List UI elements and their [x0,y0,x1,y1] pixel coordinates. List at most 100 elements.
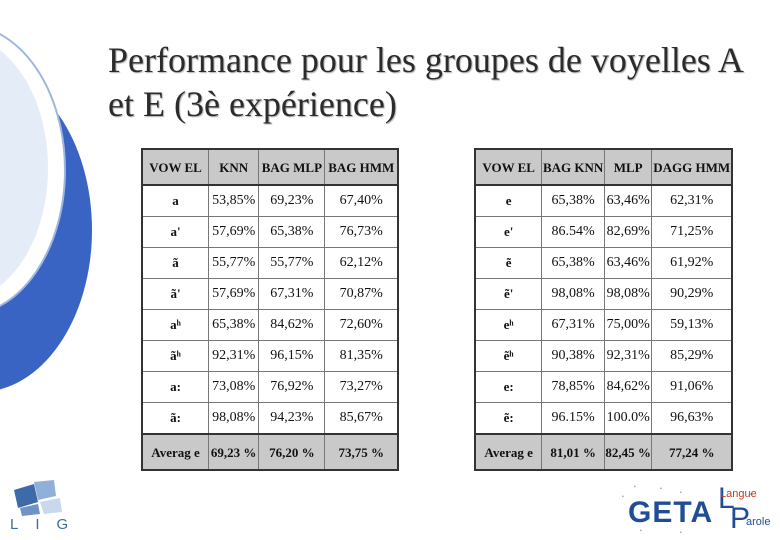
value-cell: 71,25% [651,216,733,248]
average-value: 81,01 % [541,433,605,471]
table-footer-row: Averag e 69,23 % 76,20 % 73,75 % [141,433,399,471]
table-row: ãʰ 92,31% 96,15% 81,35% [141,340,399,372]
value-cell: 57,69% [208,278,260,310]
value-cell: 100.0% [603,402,653,435]
table-row: ã 55,77% 55,77% 62,12% [141,247,399,279]
vowel-cell: e' [474,216,543,248]
value-cell: 76,73% [324,216,399,248]
table-row: e: 78,85% 84,62% 91,06% [474,371,733,403]
value-cell: 67,40% [324,184,399,217]
vowel-cell: e: [474,371,543,403]
column-header: BAG HMM [324,148,399,186]
table-row: ẽ: 96.15% 100.0% 96,63% [474,402,733,435]
value-cell: 55,77% [258,247,326,279]
table-footer-row: Averag e 81,01 % 82,45 % 77,24 % [474,433,733,471]
table-row: a 53,85% 69,23% 67,40% [141,184,399,217]
value-cell: 85,29% [651,340,733,372]
value-cell: 81,35% [324,340,399,372]
value-cell: 65,38% [208,309,260,341]
value-cell: 65,38% [258,216,326,248]
table-row: ã: 98,08% 94,23% 85,67% [141,402,399,435]
vowel-cell: ã' [141,278,210,310]
vowel-cell: a: [141,371,210,403]
vowel-cell: aʰ [141,309,210,341]
parole-label: arole [746,516,771,528]
geta-logo-text: GETA [628,496,714,529]
value-cell: 91,06% [651,371,733,403]
value-cell: 70,87% [324,278,399,310]
value-cell: 98,08% [541,278,605,310]
table-row: ã' 57,69% 67,31% 70,87% [141,278,399,310]
value-cell: 90,29% [651,278,733,310]
value-cell: 82,69% [603,216,653,248]
vowel-cell: e [474,184,543,217]
vowel-cell: ẽʰ [474,340,543,372]
value-cell: 98,08% [208,402,260,435]
value-cell: 75,00% [603,309,653,341]
lp-logo-p: P [730,502,751,535]
geta-lp-logo: • • • • • • • GETA L P Langue arole [622,482,771,536]
vowel-cell: ãʰ [141,340,210,372]
value-cell: 98,08% [603,278,653,310]
value-cell: 94,23% [258,402,326,435]
value-cell: 65,38% [541,247,605,279]
value-cell: 92,31% [603,340,653,372]
value-cell: 78,85% [541,371,605,403]
table-row: e' 86.54% 82,69% 71,25% [474,216,733,248]
value-cell: 62,31% [651,184,733,217]
table-row: ẽʰ 90,38% 92,31% 85,29% [474,340,733,372]
value-cell: 65,38% [541,184,605,217]
average-value: 77,24 % [651,433,733,471]
table-group-e: VOW EL BAG KNN MLP DAGG HMM e 65,38% 63,… [474,148,733,471]
slide-title: Performance pour les groupes de voyelles… [108,40,742,124]
value-cell: 59,13% [651,309,733,341]
value-cell: 69,23% [258,184,326,217]
table-row: ẽ 65,38% 63,46% 61,92% [474,247,733,279]
value-cell: 76,92% [258,371,326,403]
vowel-cell: a' [141,216,210,248]
vowel-cell: ẽ [474,247,543,279]
table-row: a' 57,69% 65,38% 76,73% [141,216,399,248]
average-label: Averag e [141,433,210,471]
vowel-cell: ẽ: [474,402,543,435]
column-header: BAG KNN [541,148,605,186]
vowel-cell: ẽ' [474,278,543,310]
lp-logo-l: L [718,482,735,515]
column-header: MLP [603,148,653,186]
value-cell: 92,31% [208,340,260,372]
value-cell: 63,46% [603,247,653,279]
slide-decoration [0,33,92,390]
value-cell: 96.15% [541,402,605,435]
vowel-cell: ã [141,247,210,279]
value-cell: 61,92% [651,247,733,279]
value-cell: 84,62% [258,309,326,341]
value-cell: 84,62% [603,371,653,403]
value-cell: 73,08% [208,371,260,403]
value-cell: 57,69% [208,216,260,248]
table-header-row: VOW EL BAG KNN MLP DAGG HMM [474,148,733,186]
value-cell: 73,27% [324,371,399,403]
column-header: DAGG HMM [651,148,733,186]
average-value: 82,45 % [603,433,653,471]
value-cell: 85,67% [324,402,399,435]
value-cell: 55,77% [208,247,260,279]
value-cell: 96,63% [651,402,733,435]
value-cell: 67,31% [541,309,605,341]
average-value: 73,75 % [324,433,399,471]
value-cell: 63,46% [603,184,653,217]
value-cell: 90,38% [541,340,605,372]
lig-logo-text: LIG [10,516,86,533]
average-value: 69,23 % [208,433,260,471]
table-row: e 65,38% 63,46% 62,31% [474,184,733,217]
table-row: eʰ 67,31% 75,00% 59,13% [474,309,733,341]
value-cell: 53,85% [208,184,260,217]
column-header: VOW EL [474,148,543,186]
value-cell: 86.54% [541,216,605,248]
average-value: 76,20 % [258,433,326,471]
vowel-cell: ã: [141,402,210,435]
lig-logo-icon [14,480,62,516]
value-cell: 72,60% [324,309,399,341]
table-row: aʰ 65,38% 84,62% 72,60% [141,309,399,341]
column-header: KNN [208,148,260,186]
value-cell: 96,15% [258,340,326,372]
